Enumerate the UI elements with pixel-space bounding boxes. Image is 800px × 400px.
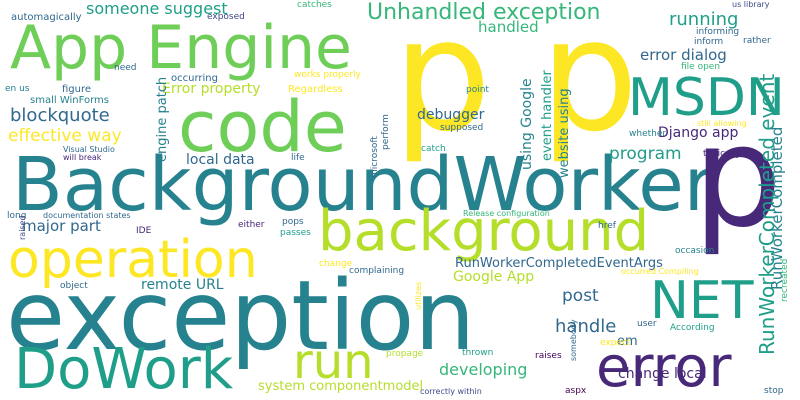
cloud-word: effective way (8, 126, 122, 146)
cloud-word: href (598, 221, 616, 231)
cloud-word: small WinForms (30, 95, 109, 106)
cloud-word: handled (478, 18, 539, 36)
cloud-word: supposed (440, 123, 484, 133)
cloud-word: typically (703, 149, 741, 159)
cloud-word: handle (555, 316, 617, 337)
cloud-word: catch (421, 144, 446, 154)
cloud-word: website using (557, 88, 572, 178)
cloud-word: perform (381, 114, 391, 150)
cloud-word: exception (6, 260, 476, 372)
cloud-word: figure (62, 84, 92, 95)
cloud-word: p (393, 0, 492, 166)
cloud-word: complaining (349, 266, 405, 276)
cloud-word: documentation states (43, 211, 131, 220)
cloud-word: object (60, 281, 88, 291)
cloud-word: still allowing (697, 119, 747, 128)
cloud-word: somebody (569, 319, 578, 361)
cloud-word: need (114, 63, 137, 73)
cloud-word: correctly within (420, 387, 482, 396)
cloud-word: life (291, 153, 305, 163)
cloud-word: pops (282, 217, 304, 227)
cloud-word: BackgroundWorker (12, 142, 715, 228)
cloud-word: informing (696, 27, 740, 37)
cloud-word: system componentmodel (258, 379, 424, 394)
cloud-word: thrown (462, 348, 494, 358)
cloud-word: change local (618, 366, 707, 382)
cloud-word: raised (18, 215, 27, 240)
cloud-word: utilizes (414, 281, 423, 310)
cloud-word: point (466, 85, 489, 95)
cloud-word: occurring (171, 73, 218, 84)
cloud-word: em (617, 334, 638, 349)
cloud-word: background (318, 199, 650, 264)
cloud-word: remote URL (141, 277, 224, 293)
cloud-word: file open (681, 62, 721, 72)
cloud-word: automagically (11, 12, 82, 23)
cloud-word: change (319, 259, 353, 269)
cloud-word: engine patch (155, 76, 170, 162)
cloud-word: DoWork (14, 337, 234, 400)
cloud-word: error dialog (640, 46, 727, 64)
cloud-word: event handler (540, 70, 555, 161)
cloud-word: debugger (417, 107, 485, 123)
cloud-word: stop (764, 386, 784, 396)
cloud-word: RunWorkerCompletedEventArgs (455, 256, 663, 271)
cloud-word: will break (63, 153, 102, 162)
cloud-word: developing (439, 360, 528, 379)
cloud-word: occurred Compiling (621, 267, 699, 276)
cloud-word: App Engine (10, 13, 352, 83)
cloud-word: raises (535, 351, 562, 361)
cloud-word: passes (280, 228, 311, 238)
cloud-word: us library (732, 0, 770, 9)
cloud-word: Django app (658, 125, 739, 141)
cloud-word: run (293, 334, 374, 390)
cloud-word: exposed (207, 12, 245, 22)
cloud-word: long (7, 211, 27, 221)
cloud-word: inform (694, 37, 724, 47)
cloud-word: running (669, 9, 739, 30)
cloud-word: someone suggest (86, 0, 228, 18)
cloud-word: en us (5, 84, 30, 94)
cloud-word: catches (297, 0, 332, 10)
cloud-word: program (609, 144, 682, 164)
cloud-word: p (540, 0, 639, 166)
cloud-word: Visual Studio (63, 145, 115, 154)
cloud-word: rather (743, 36, 771, 46)
cloud-word: IDE (136, 226, 152, 236)
cloud-word: error (596, 335, 732, 400)
cloud-word: using Google (519, 78, 535, 170)
cloud-word: works properly (294, 70, 361, 80)
cloud-word: code (178, 86, 347, 168)
cloud-word: expect (600, 338, 631, 348)
cloud-word: microsoft (370, 136, 380, 178)
cloud-word: MSDN (628, 68, 785, 128)
cloud-word: p (693, 96, 782, 259)
cloud-word: aspx (565, 386, 587, 396)
cloud-word: Google App (453, 269, 535, 285)
cloud-word: either (238, 220, 265, 230)
cloud-word: post (562, 286, 599, 306)
cloud-word: occasion (675, 246, 715, 256)
cloud-word: user (637, 319, 657, 329)
cloud-word: blockquote (10, 105, 110, 126)
cloud-word: major part (22, 217, 101, 235)
cloud-word: Error property (162, 81, 261, 97)
cloud-word: propage (386, 349, 424, 359)
cloud-word: According (670, 323, 715, 333)
cloud-word: recreated (780, 258, 790, 302)
cloud-word: local data (186, 152, 255, 168)
cloud-word: operation (8, 230, 258, 290)
cloud-word: Regardless (288, 84, 343, 95)
cloud-word: Unhandled exception (367, 0, 601, 25)
cloud-word: whether (629, 129, 667, 139)
cloud-word: Release configuration (463, 209, 550, 218)
cloud-word: NET (650, 271, 754, 331)
